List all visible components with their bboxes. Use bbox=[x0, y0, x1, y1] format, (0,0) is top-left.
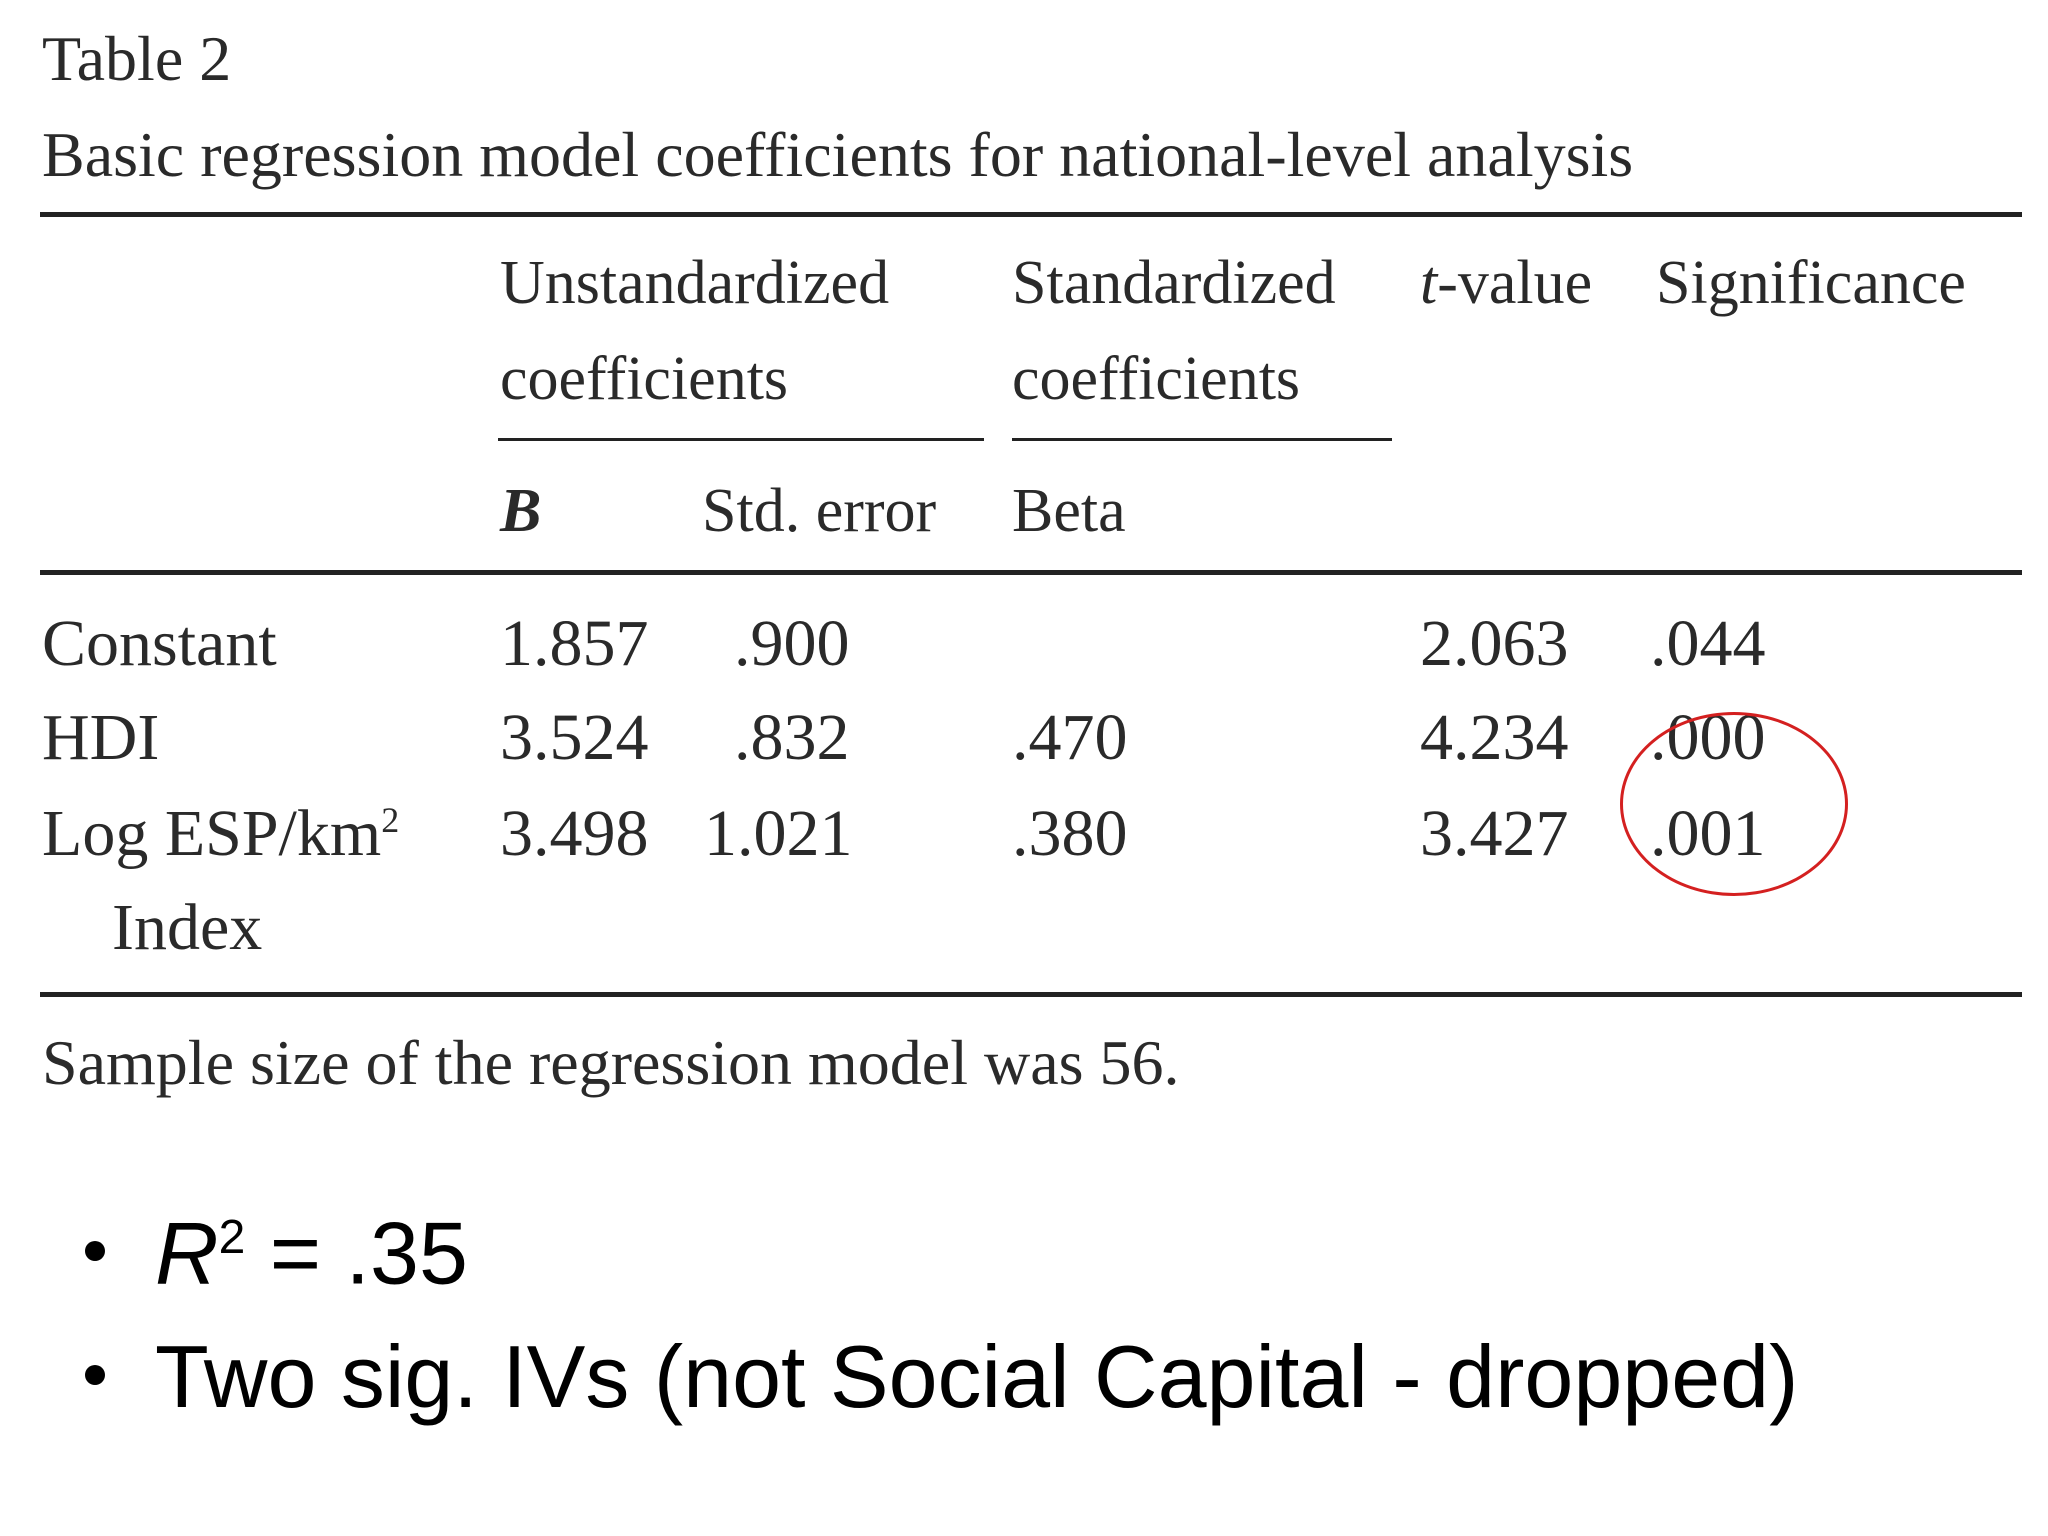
cell-t-hdi: 4.234 bbox=[1420, 701, 1569, 774]
header-unstandardized: Unstandardized bbox=[500, 249, 890, 317]
cell-t-constant: 2.063 bbox=[1420, 607, 1569, 680]
header-std-error: Std. error bbox=[702, 477, 937, 545]
r-squared-value: = .35 bbox=[245, 1203, 468, 1303]
header-t-rest: -value bbox=[1437, 249, 1593, 317]
table-label: Table 2 bbox=[42, 23, 232, 94]
header-b: B bbox=[500, 477, 542, 545]
row-label-log-esp: Log ESP/km2 bbox=[42, 796, 399, 872]
cell-se-log-esp: 1.021 bbox=[704, 797, 853, 870]
bullet-dot-icon bbox=[85, 1365, 105, 1386]
bullet-r-squared-text: R2 = .35 bbox=[155, 1176, 468, 1315]
bullet-item-sig-ivs: Two sig. IVs (not Social Capital - dropp… bbox=[85, 1315, 1798, 1439]
row-label-constant: Constant bbox=[42, 607, 277, 680]
top-rule bbox=[40, 212, 2022, 217]
bullet-dot-icon bbox=[85, 1241, 105, 1262]
significance-highlight-circle bbox=[1620, 712, 1848, 896]
header-standardized-line2: coefficients bbox=[1012, 345, 1301, 413]
bullet-sig-ivs-text: Two sig. IVs (not Social Capital - dropp… bbox=[155, 1327, 1799, 1427]
header-beta: Beta bbox=[1012, 477, 1126, 545]
cell-sig-constant: .044 bbox=[1650, 607, 1766, 680]
bottom-rule bbox=[40, 992, 2022, 997]
standardized-subrule bbox=[1012, 438, 1392, 441]
bullet-item-r-squared: R2 = .35 bbox=[85, 1176, 1798, 1315]
cell-beta-hdi: .470 bbox=[1012, 701, 1128, 774]
cell-b-hdi: 3.524 bbox=[500, 701, 649, 774]
mid-rule bbox=[40, 570, 2022, 575]
header-significance: Significance bbox=[1656, 249, 1966, 317]
r-squared-symbol: R bbox=[155, 1203, 219, 1303]
table-caption: Basic regression model coefficients for … bbox=[42, 119, 1634, 190]
r-squared-sup: 2 bbox=[218, 1211, 246, 1264]
bullet-list: R2 = .35 Two sig. IVs (not Social Capita… bbox=[85, 1176, 1798, 1439]
header-standardized: Standardized bbox=[1012, 249, 1336, 317]
row-label-log-esp-text: Log ESP/km bbox=[42, 797, 382, 870]
cell-se-constant: .900 bbox=[734, 607, 850, 680]
header-t-italic: t bbox=[1420, 249, 1438, 317]
row-label-log-esp-line2: Index bbox=[112, 891, 263, 964]
header-unstandardized-line2: coefficients bbox=[500, 345, 789, 413]
cell-beta-log-esp: .380 bbox=[1012, 797, 1128, 870]
cell-b-log-esp: 3.498 bbox=[500, 797, 649, 870]
cell-se-hdi: .832 bbox=[734, 701, 850, 774]
cell-b-constant: 1.857 bbox=[500, 607, 649, 680]
header-t-value: t-value bbox=[1420, 248, 1592, 319]
cell-t-log-esp: 3.427 bbox=[1420, 797, 1569, 870]
table-note: Sample size of the regression model was … bbox=[42, 1027, 1180, 1098]
unstandardized-subrule bbox=[498, 438, 984, 441]
row-label-log-esp-sup: 2 bbox=[381, 800, 400, 840]
row-label-hdi: HDI bbox=[42, 701, 160, 774]
